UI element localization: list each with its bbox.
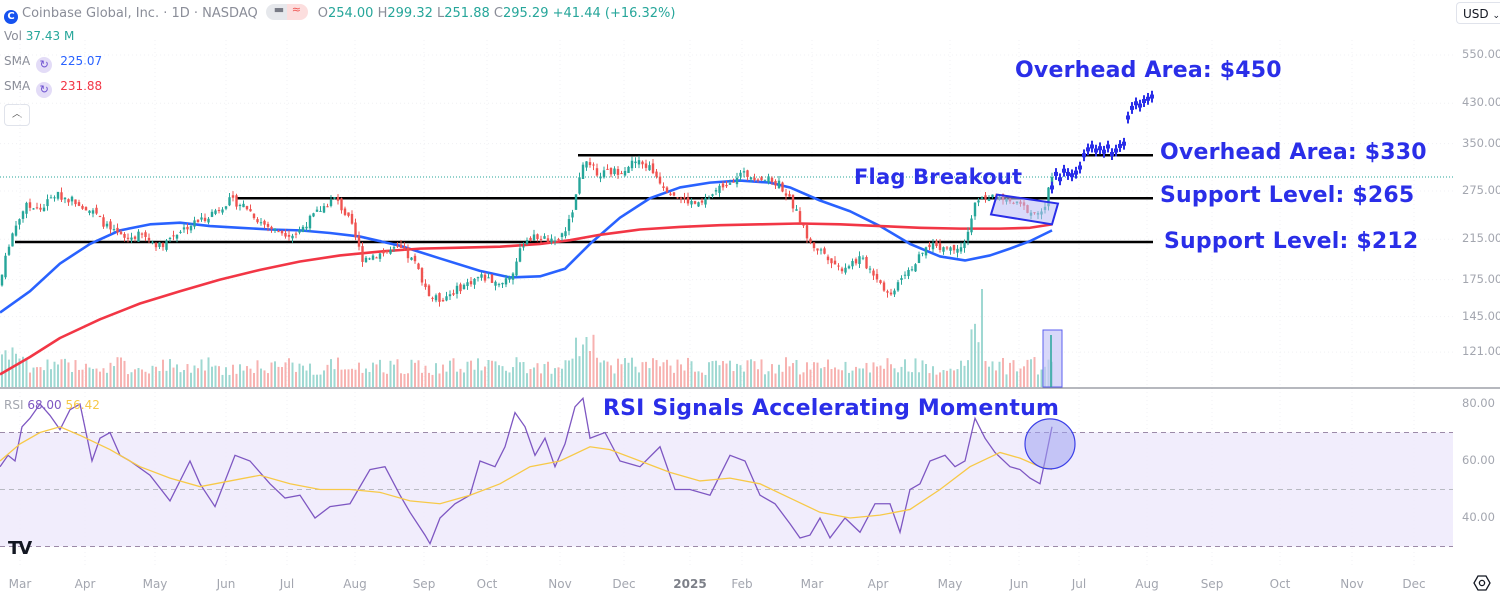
currency-selector[interactable]: USD ⌄: [1456, 2, 1500, 24]
chart-style-toggle[interactable]: ▬ ≈: [265, 3, 308, 20]
coinbase-logo-icon: C: [4, 10, 18, 24]
time-tick: Mar: [8, 577, 32, 591]
price-tick: 275.00: [1462, 182, 1500, 197]
time-tick: Nov: [1340, 577, 1364, 591]
price-tick: 430.00: [1462, 95, 1500, 110]
time-tick: Oct: [1269, 577, 1291, 591]
symbol-legend: C Coinbase Global, Inc. · 1D · NASDAQ ▬ ≈ O2…: [4, 3, 676, 24]
volume-legend[interactable]: Vol 37.43 M: [4, 29, 75, 43]
candlesticks: [0, 155, 1054, 307]
volume-value: 37.43 M: [25, 29, 75, 43]
price-tick: 350.00: [1462, 135, 1500, 150]
rsi-tick: 60.00: [1462, 453, 1495, 467]
refresh-icon[interactable]: ↻: [36, 82, 53, 98]
time-tick: Oct: [476, 577, 498, 591]
chevron-down-icon: ⌄: [1492, 11, 1500, 21]
price-tick: 121.00: [1462, 344, 1500, 359]
time-tick: Feb: [731, 577, 753, 591]
sma200-value: 231.88: [60, 79, 103, 93]
time-tick: 2025: [673, 577, 707, 591]
time-tick: Aug: [343, 577, 367, 591]
rsi-tick: 80.00: [1462, 396, 1495, 410]
annotation-flag-breakout: Flag Breakout: [854, 165, 1023, 189]
sma50-value: 225.07: [60, 54, 103, 68]
moving-averages: [0, 179, 1053, 376]
ohlc-values: O254.00 H299.32 L251.88 C295.29 +41.44 (…: [317, 6, 676, 21]
minus-icon: ▬: [273, 3, 285, 16]
time-tick: Jun: [1009, 577, 1029, 591]
collapse-legend-button[interactable]: ︿: [4, 104, 30, 126]
tradingview-logo[interactable]: TV: [8, 538, 32, 559]
price-tick: 215.00: [1462, 231, 1500, 246]
sma50-legend[interactable]: SMA ↻ 225.07: [4, 54, 103, 73]
rsi-tick: 40.00: [1462, 510, 1495, 524]
time-tick: Sep: [1200, 577, 1224, 591]
rsi-legend[interactable]: RSI 68.00 56.42: [4, 398, 100, 412]
chevron-up-icon: ︿: [12, 109, 22, 120]
annotation-overhead-450: Overhead Area: $450: [1015, 58, 1282, 83]
time-tick: Apr: [74, 577, 96, 591]
volume-bars: [1, 289, 1063, 388]
price-tick: 175.00: [1462, 271, 1500, 286]
projected-path: [989, 90, 1154, 226]
annotation-support-265: Support Level: $265: [1160, 183, 1415, 208]
time-tick: Jul: [279, 577, 295, 591]
grid-lines: [0, 40, 1500, 565]
price-tick: 145.00: [1462, 308, 1500, 323]
symbol-title[interactable]: Coinbase Global, Inc. · 1D · NASDAQ: [22, 6, 258, 21]
annotation-support-212: Support Level: $212: [1164, 229, 1419, 254]
time-tick: May: [937, 577, 963, 591]
refresh-icon[interactable]: ↻: [36, 57, 53, 73]
annotation-rsi-note: RSI Signals Accelerating Momentum: [603, 396, 1060, 421]
time-tick: Dec: [612, 577, 636, 591]
time-tick: Dec: [1402, 577, 1426, 591]
time-tick: Mar: [800, 577, 824, 591]
settings-gear-icon[interactable]: [1473, 574, 1491, 592]
time-tick: Sep: [412, 577, 436, 591]
rsi-ma-value: 56.42: [65, 398, 100, 412]
time-tick: Apr: [867, 577, 889, 591]
time-tick: Aug: [1135, 577, 1159, 591]
price-tick: 550.00: [1462, 47, 1500, 61]
rsi-value: 68.00: [27, 398, 62, 412]
annotation-overhead-330: Overhead Area: $330: [1160, 140, 1427, 165]
rsi-panel: [0, 396, 1453, 547]
time-tick: Jul: [1071, 577, 1087, 591]
time-tick: Jun: [216, 577, 236, 591]
time-tick: Nov: [548, 577, 572, 591]
time-tick: May: [142, 577, 168, 591]
approx-icon: ≈: [291, 3, 301, 16]
sma200-legend[interactable]: SMA ↻ 231.88: [4, 79, 103, 98]
